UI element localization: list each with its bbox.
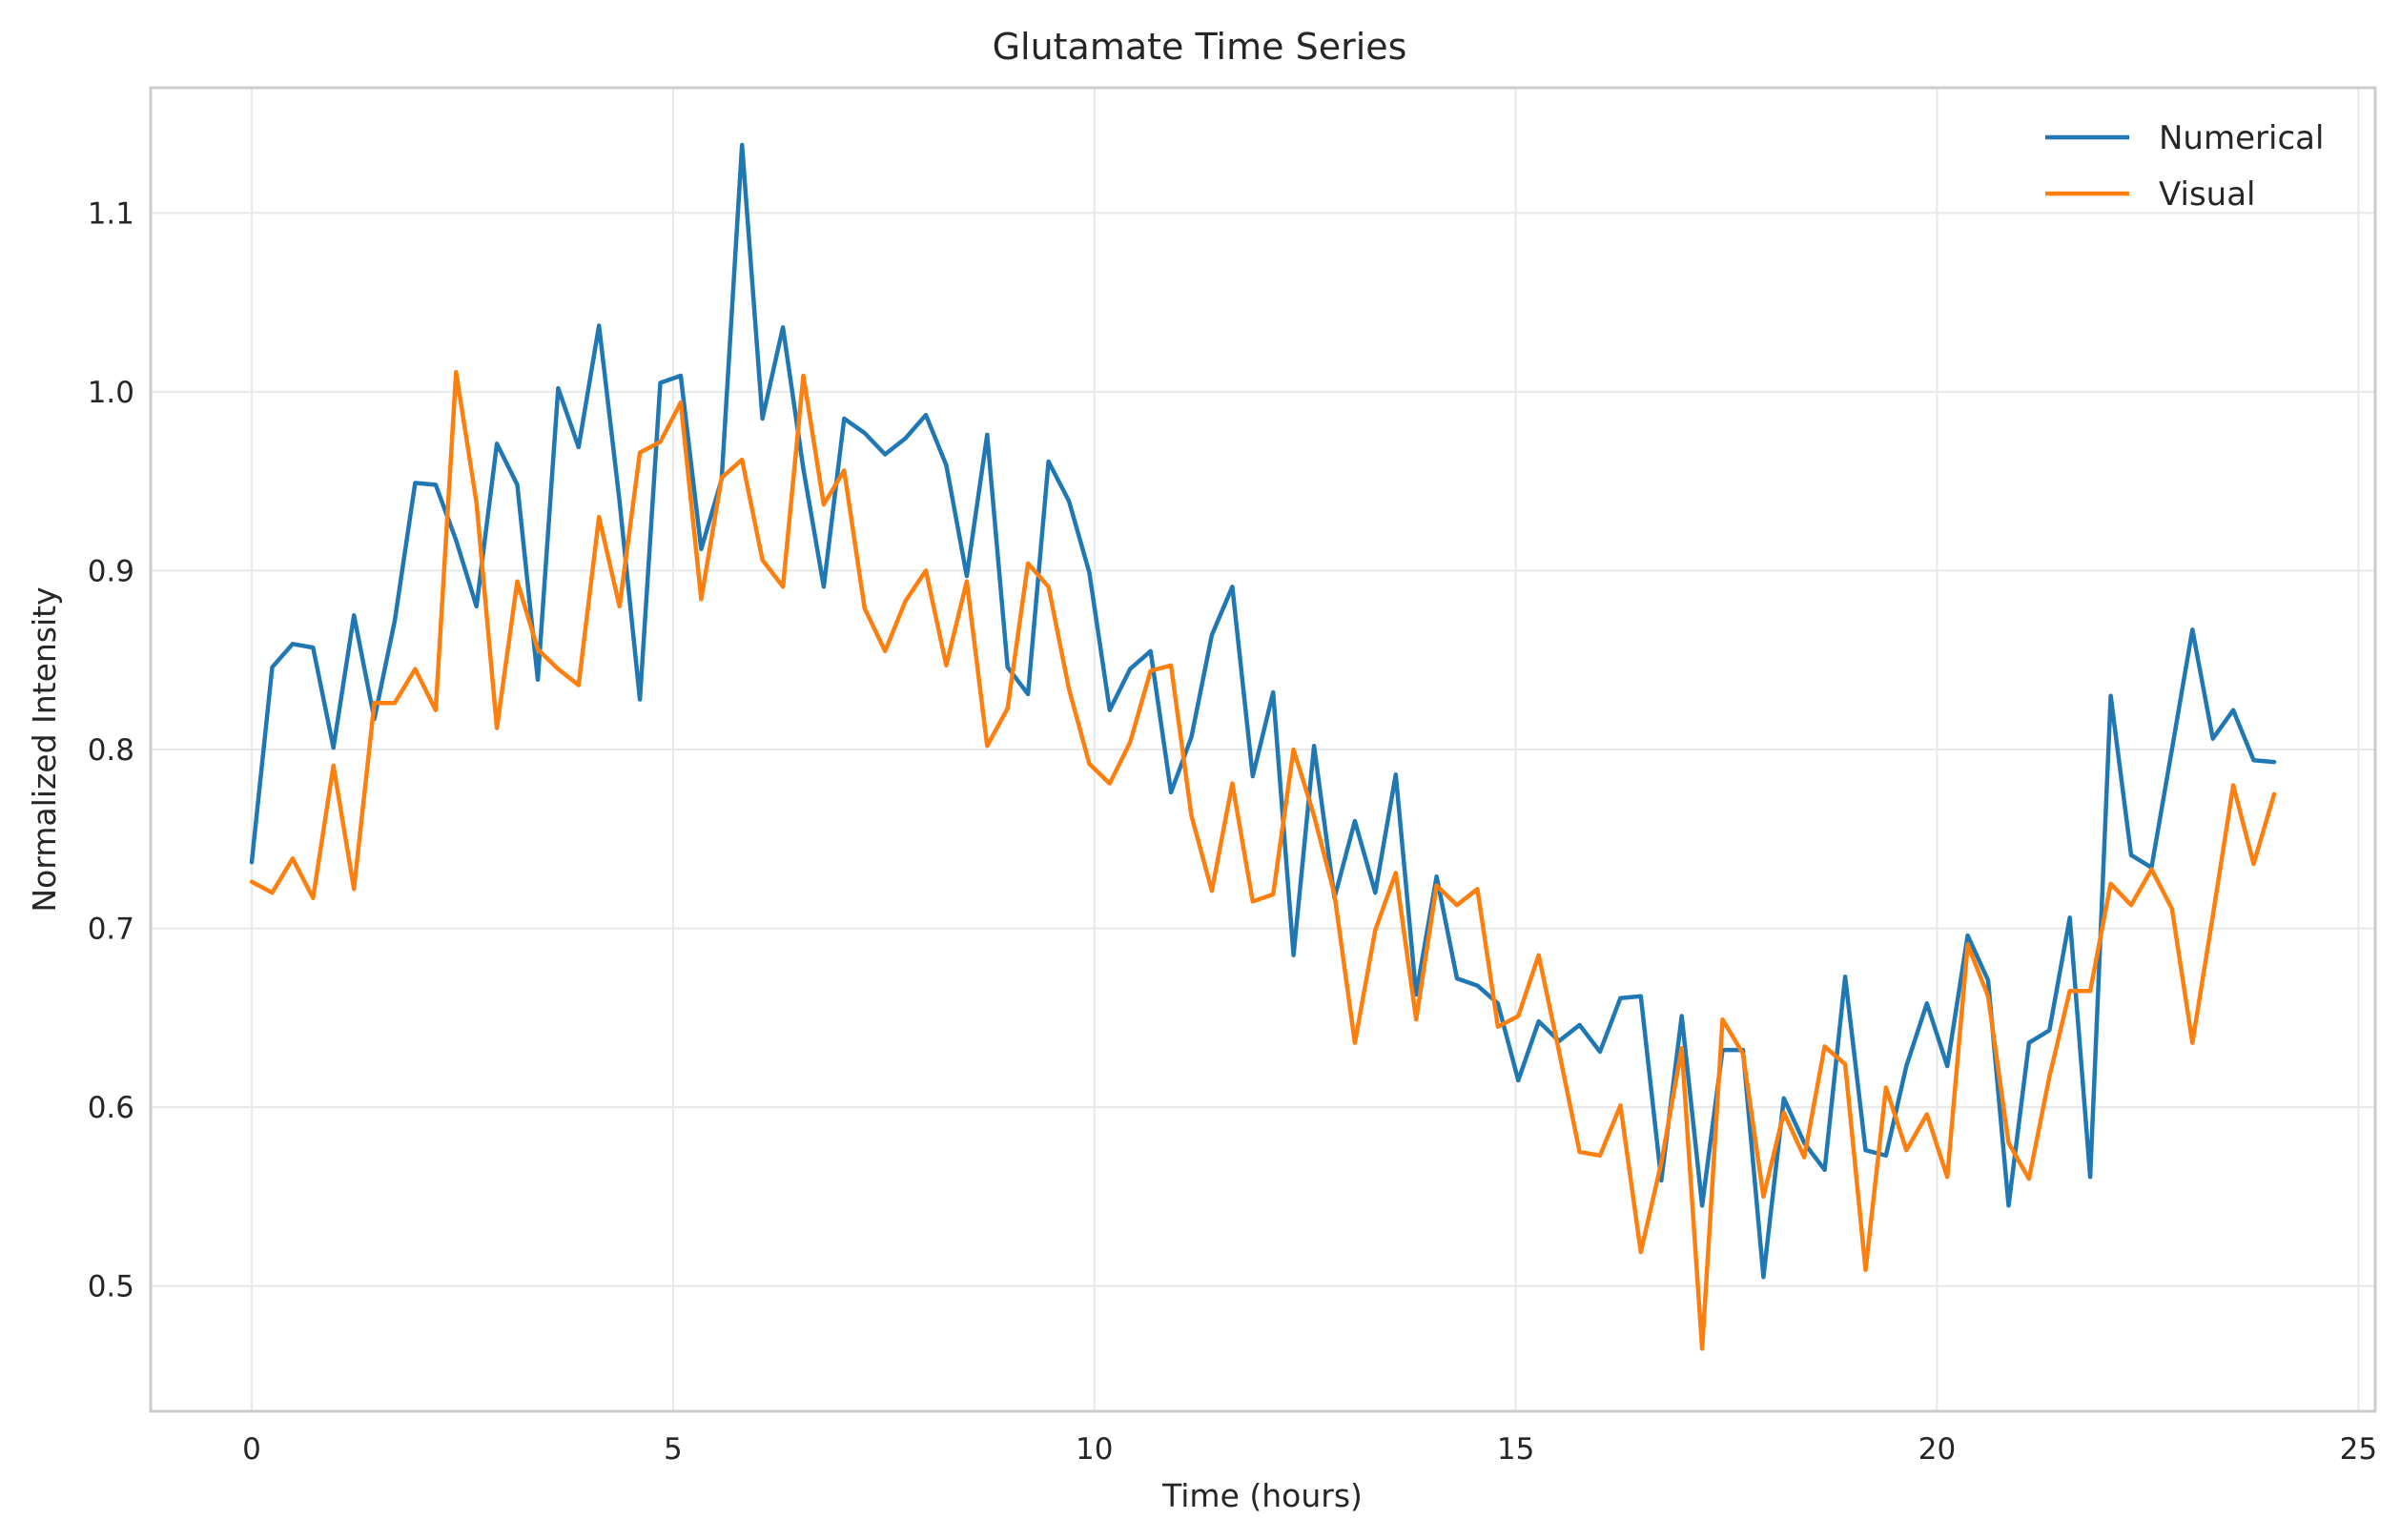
chart-title: Glutamate Time Series — [993, 26, 1407, 68]
y-tick-label: 1.0 — [88, 376, 134, 410]
legend-label-numerical: Numerical — [2159, 119, 2324, 157]
gridlines — [151, 88, 2375, 1411]
y-tick-label: 1.1 — [88, 196, 134, 231]
x-tick-label: 20 — [1918, 1432, 1956, 1467]
y-tick-label: 0.5 — [88, 1270, 134, 1304]
y-tick-label: 0.7 — [88, 913, 134, 947]
y-axis-ticks: 0.5 0.6 0.7 0.8 0.9 1.0 1.1 — [88, 196, 134, 1304]
series-layer — [249, 142, 2277, 1351]
legend: Numerical Visual — [2045, 119, 2324, 214]
y-tick-label: 0.6 — [88, 1091, 134, 1125]
x-axis-label: Time (hours) — [1161, 1477, 1363, 1514]
series-line-numerical — [249, 142, 2277, 1280]
series-line-visual — [249, 369, 2277, 1351]
x-tick-label: 15 — [1497, 1432, 1534, 1467]
x-tick-label: 10 — [1076, 1432, 1113, 1467]
x-tick-label: 25 — [2340, 1432, 2377, 1467]
y-axis-label: Normalized Intensity — [26, 586, 63, 912]
y-tick-label: 0.8 — [88, 733, 134, 768]
x-tick-label: 0 — [242, 1432, 261, 1467]
y-tick-label: 0.9 — [88, 554, 134, 588]
plot-frame — [149, 86, 2377, 1413]
legend-label-visual: Visual — [2159, 175, 2256, 214]
x-tick-label: 5 — [664, 1432, 683, 1467]
x-axis-ticks: 0 5 10 15 20 25 — [242, 1432, 2377, 1467]
